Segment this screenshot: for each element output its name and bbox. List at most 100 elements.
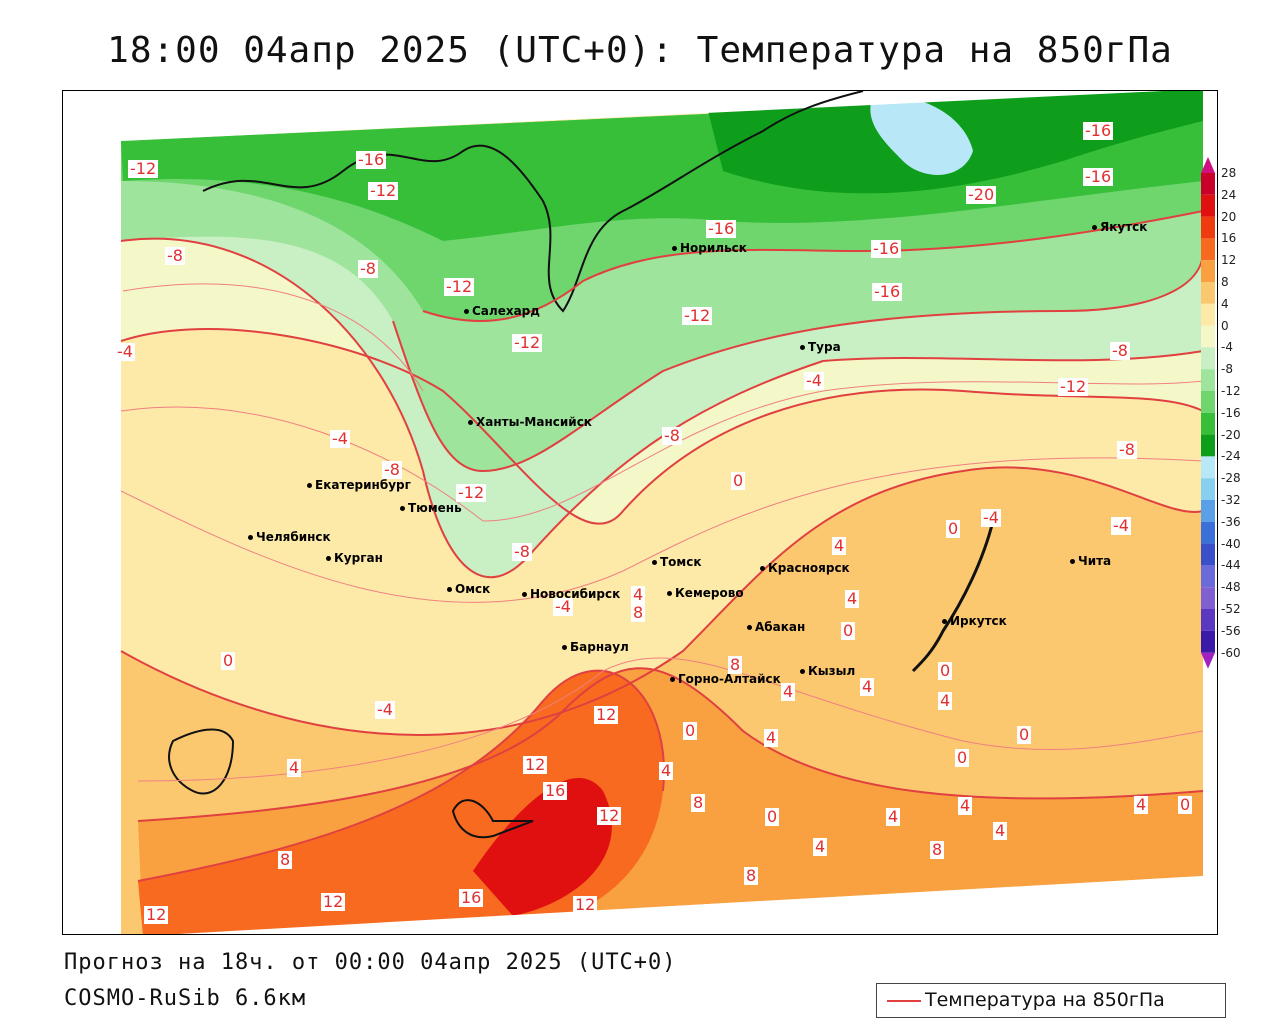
isotherm-label: -16 <box>356 150 387 169</box>
scale-swatch <box>1201 238 1215 261</box>
scale-swatch <box>1201 391 1215 413</box>
isotherm-label: -8 <box>165 246 185 265</box>
scale-bottom-arrow <box>1201 652 1215 669</box>
scale-tick-label: -32 <box>1221 493 1241 507</box>
forecast-info: Прогноз на 18ч. от 00:00 04апр 2025 (UTC… <box>64 950 677 975</box>
isotherm-label: 12 <box>523 755 548 774</box>
scale-tick-label: -60 <box>1221 645 1241 660</box>
isotherm-label: 0 <box>1178 795 1193 814</box>
isotherm-label: -12 <box>128 159 159 178</box>
isotherm-label: 0 <box>731 471 746 490</box>
scale-tick-label: -16 <box>1221 405 1241 420</box>
map-canvas <box>63 91 1217 934</box>
isotherm-label: 12 <box>144 905 169 924</box>
isotherm-label: 8 <box>744 866 759 885</box>
scale-swatch <box>1201 478 1215 500</box>
scale-tick-label: 8 <box>1221 275 1229 289</box>
isotherm-label: -12 <box>456 483 487 502</box>
isotherm-label: -4 <box>1111 516 1131 535</box>
isotherm-label: -8 <box>358 259 378 278</box>
scale-tick-label: 0 <box>1221 318 1229 333</box>
scale-tick-label: -12 <box>1221 384 1241 398</box>
model-name: COSMO-RuSib 6.6км <box>64 986 307 1011</box>
isotherm-label: 0 <box>841 621 856 640</box>
isotherm-label: 0 <box>765 807 780 826</box>
city-salekhard: Салехард <box>464 304 540 318</box>
legend-line-swatch <box>887 1000 921 1002</box>
isotherm-label: -16 <box>1083 167 1114 186</box>
isotherm-label: -12 <box>368 181 399 200</box>
city-kemerovo: Кемерово <box>667 586 744 600</box>
isotherm-label: -12 <box>682 306 713 325</box>
isotherm-label: -12 <box>1058 377 1089 396</box>
city-khanty-mansiysk: Ханты-Мансийск <box>468 415 592 429</box>
scale-tick-label: 12 <box>1221 253 1237 268</box>
isotherm-label: -4 <box>115 342 135 361</box>
isotherm-label: 12 <box>573 895 598 914</box>
city-krasnoyarsk: Красноярск <box>760 561 850 575</box>
isotherm-label: -4 <box>804 371 824 390</box>
city-tyumen: Тюмень <box>400 501 462 515</box>
city-chelyabinsk: Челябинск <box>248 530 331 544</box>
city-abakan: Абакан <box>746 620 806 634</box>
scale-swatch <box>1201 500 1215 522</box>
legend-label: Температура на 850гПа <box>925 989 1165 1011</box>
scale-swatch <box>1201 412 1215 435</box>
color-scale-bar <box>1201 157 1215 669</box>
isotherm-label: 0 <box>946 519 961 538</box>
city-kurgan: Курган <box>326 551 383 565</box>
city-irkutsk: Иркутск <box>942 614 1007 628</box>
isotherm-label: 4 <box>1134 795 1149 814</box>
scale-tick-label: -24 <box>1221 449 1241 464</box>
scale-tick-label: -28 <box>1221 471 1241 486</box>
scale-swatch <box>1201 543 1215 566</box>
isotherm-label: 12 <box>321 892 346 911</box>
scale-swatch <box>1201 456 1215 479</box>
scale-tick-label: -56 <box>1221 623 1241 638</box>
city-gorno-altaysk: Горно-Алтайск <box>670 672 781 686</box>
isotherm-label: 0 <box>938 661 953 680</box>
scale-tick-label: -8 <box>1221 362 1233 377</box>
scale-tick-label: -40 <box>1221 536 1241 551</box>
city-norilsk: Норильск <box>672 241 747 255</box>
isotherm-label: 4 <box>860 677 875 696</box>
scale-swatch <box>1201 630 1215 653</box>
isotherm-label: 4 <box>845 589 860 608</box>
scale-top-arrow <box>1201 157 1215 173</box>
temperature-map[interactable] <box>62 90 1218 935</box>
scale-swatch <box>1201 325 1215 348</box>
scale-swatch <box>1201 216 1215 239</box>
scale-swatch <box>1201 565 1215 588</box>
isotherm-label: -8 <box>1110 341 1130 360</box>
isotherm-label: -4 <box>981 508 1001 527</box>
zone-16-20 <box>473 778 612 916</box>
isotherm-label: 4 <box>659 761 674 780</box>
isotherm-label: 16 <box>543 781 568 800</box>
isotherm-label: 12 <box>594 705 619 724</box>
isotherm-label: -20 <box>966 185 997 204</box>
city-tura: Тура <box>800 340 841 354</box>
city-omsk: Омск <box>446 582 491 596</box>
city-yakutsk: Якутск <box>1091 220 1148 234</box>
isotherm-label: 4 <box>813 837 828 856</box>
isotherm-label: 4 <box>886 807 901 826</box>
isotherm-label: -12 <box>444 277 475 296</box>
isotherm-label: 4 <box>832 536 847 555</box>
scale-swatch <box>1201 587 1215 609</box>
city-ekaterinburg: Екатеринбург <box>307 478 411 492</box>
isotherm-label: -4 <box>330 429 350 448</box>
isotherm-label: 16 <box>459 888 484 907</box>
isotherm-label: 4 <box>958 796 973 815</box>
scale-tick-label: -4 <box>1221 340 1233 355</box>
isotherm-label: -8 <box>382 460 402 479</box>
isotherm-label: 0 <box>683 721 698 740</box>
scale-swatch <box>1201 173 1215 195</box>
scale-tick-label: -20 <box>1221 427 1241 442</box>
isotherm-label: -8 <box>1117 440 1137 459</box>
isotherm-label: 4 <box>764 728 779 747</box>
isotherm-label: -16 <box>871 239 902 258</box>
scale-swatch <box>1201 260 1215 282</box>
scale-swatch <box>1201 434 1215 457</box>
isotherm-label: -16 <box>872 282 903 301</box>
isotherm-label: 4 <box>993 821 1008 840</box>
